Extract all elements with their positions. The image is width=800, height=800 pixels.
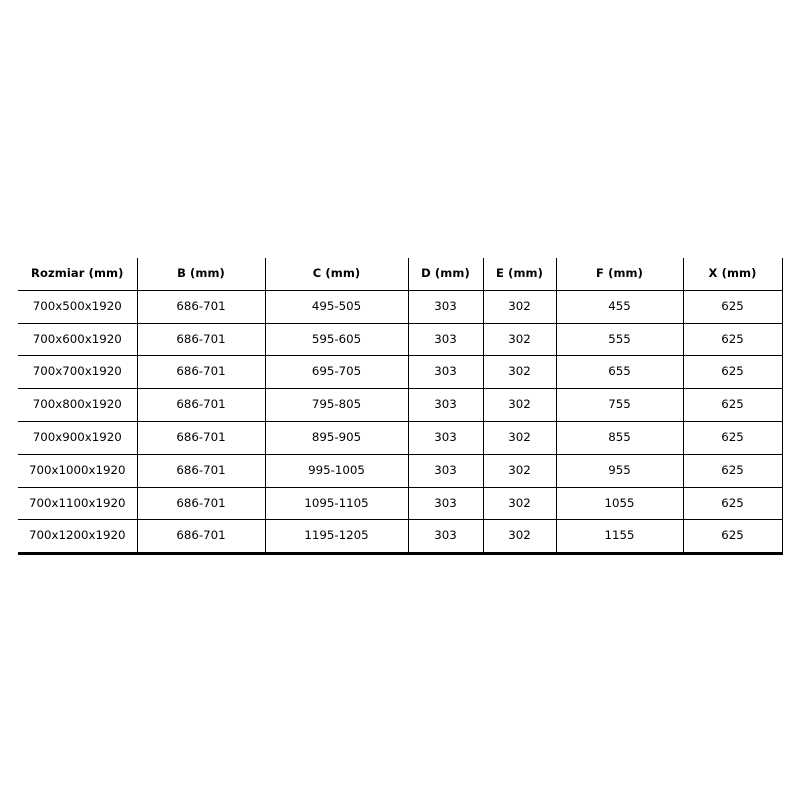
cell-e: 302 [483,355,557,390]
cell-x: 625 [683,355,783,390]
cell-c: 1195-1205 [265,519,409,556]
cell-x: 625 [683,290,783,324]
table-row: 700x1100x1920 686-701 1095-1105 303 302 1055 6… [18,487,783,521]
table-row: 700x800x1920 686-701 795-805 303 302 755 625 [18,388,783,422]
cell-x: 625 [683,454,783,488]
column-header-c: C (mm) [265,258,409,291]
cell-e: 302 [483,487,557,521]
cell-size: 700x1200x1920 [18,519,138,556]
cell-size: 700x700x1920 [18,355,138,390]
cell-c: 695-705 [265,355,409,390]
cell-b: 686-701 [137,290,266,324]
cell-f: 455 [556,290,684,324]
table-row: 700x1200x1920 686-701 1195-1205 303 302 1155 6… [18,519,783,556]
cell-size: 700x500x1920 [18,290,138,324]
table-row: 700x1000x1920 686-701 995-1005 303 302 955 625 [18,454,783,488]
cell-f: 955 [556,454,684,488]
dimensions-table-container: Rozmiar (mm) B (mm) C (mm) D (mm) E (mm) F (m… [18,258,783,556]
cell-c: 1095-1105 [265,487,409,521]
dimensions-table: Rozmiar (mm) B (mm) C (mm) D (mm) E (mm) F (m… [18,258,783,556]
cell-f: 1155 [556,519,684,556]
cell-f: 1055 [556,487,684,521]
cell-d: 303 [408,519,484,556]
cell-f: 555 [556,323,684,357]
cell-e: 302 [483,454,557,488]
cell-e: 302 [483,290,557,324]
cell-e: 302 [483,388,557,422]
cell-size: 700x1000x1920 [18,454,138,488]
cell-size: 700x1100x1920 [18,487,138,521]
column-header-x: X (mm) [683,258,783,291]
cell-x: 625 [683,421,783,455]
cell-size: 700x600x1920 [18,323,138,357]
cell-c: 995-1005 [265,454,409,488]
column-header-d: D (mm) [408,258,484,291]
cell-d: 303 [408,355,484,390]
table-body: 700x500x1920 686-701 495-505 303 302 455 625 70… [18,290,783,556]
table-row: 700x500x1920 686-701 495-505 303 302 455 625 [18,290,783,324]
cell-x: 625 [683,323,783,357]
cell-c: 895-905 [265,421,409,455]
cell-x: 625 [683,487,783,521]
cell-b: 686-701 [137,519,266,556]
cell-b: 686-701 [137,487,266,521]
cell-x: 625 [683,519,783,556]
table-header: Rozmiar (mm) B (mm) C (mm) D (mm) E (mm) F (m… [18,258,783,291]
cell-b: 686-701 [137,355,266,390]
cell-d: 303 [408,454,484,488]
cell-e: 302 [483,519,557,556]
cell-f: 655 [556,355,684,390]
table-row: 700x900x1920 686-701 895-905 303 302 855 625 [18,421,783,455]
cell-d: 303 [408,323,484,357]
cell-d: 303 [408,421,484,455]
cell-x: 625 [683,388,783,422]
cell-d: 303 [408,290,484,324]
column-header-b: B (mm) [137,258,266,291]
cell-e: 302 [483,323,557,357]
cell-b: 686-701 [137,421,266,455]
table-row: 700x700x1920 686-701 695-705 303 302 655 625 [18,355,783,390]
cell-d: 303 [408,388,484,422]
cell-f: 755 [556,388,684,422]
cell-b: 686-701 [137,388,266,422]
table-header-row: Rozmiar (mm) B (mm) C (mm) D (mm) E (mm) F (m… [18,258,783,291]
cell-size: 700x900x1920 [18,421,138,455]
cell-c: 795-805 [265,388,409,422]
table-row: 700x600x1920 686-701 595-605 303 302 555 625 [18,323,783,357]
cell-d: 303 [408,487,484,521]
cell-size: 700x800x1920 [18,388,138,422]
column-header-f: F (mm) [556,258,684,291]
cell-b: 686-701 [137,323,266,357]
cell-c: 595-605 [265,323,409,357]
column-header-e: E (mm) [483,258,557,291]
cell-c: 495-505 [265,290,409,324]
cell-f: 855 [556,421,684,455]
cell-e: 302 [483,421,557,455]
cell-b: 686-701 [137,454,266,488]
column-header-size: Rozmiar (mm) [18,258,138,291]
